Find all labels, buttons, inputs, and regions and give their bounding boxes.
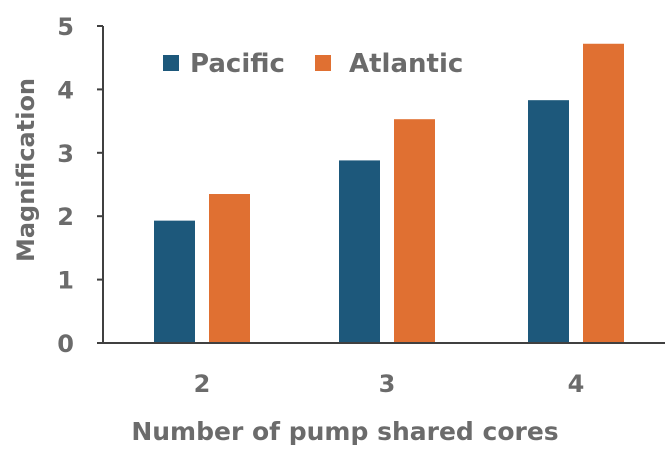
x-tick-label: 4 (568, 370, 585, 398)
y-tick-label: 4 (57, 76, 74, 104)
bar-atlantic-2 (209, 194, 250, 343)
y-tick-label: 0 (57, 330, 74, 358)
bar-pacific-2 (154, 220, 195, 343)
legend-label-pacific: Pacific (190, 49, 285, 79)
x-tick-label: 2 (194, 370, 211, 398)
y-tick-label: 3 (57, 140, 74, 168)
legend-swatch-atlantic (315, 55, 331, 71)
bar-pacific-4 (528, 100, 569, 343)
x-tick-label: 3 (379, 370, 396, 398)
y-tick-label: 2 (57, 203, 74, 231)
x-axis-title: Number of pump shared cores (131, 417, 558, 446)
bar-atlantic-4 (583, 43, 624, 343)
y-tick-label: 1 (57, 267, 74, 295)
legend-label-atlantic: Atlantic (349, 49, 463, 79)
bar-pacific-3 (339, 160, 380, 343)
bar-atlantic-3 (394, 119, 435, 343)
y-tick-label: 5 (57, 13, 74, 41)
legend-swatch-pacific (163, 55, 179, 71)
y-axis-title: Magnification (12, 78, 40, 262)
